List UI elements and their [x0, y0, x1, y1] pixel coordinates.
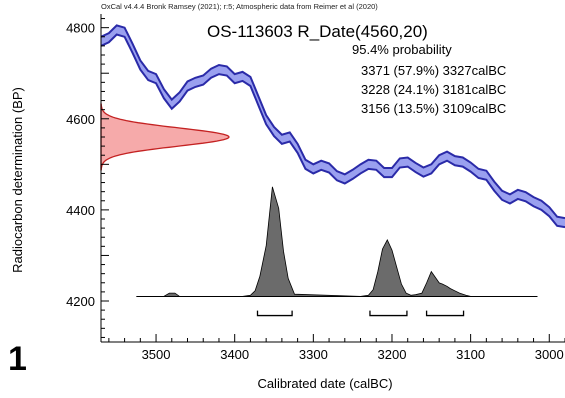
chart-title: OS-113603 R_Date(4560,20): [207, 22, 428, 41]
range-list: 3371 (57.9%) 3327calBC 3228 (24.1%) 3181c…: [361, 63, 506, 116]
y-tick-label: 4600: [66, 112, 95, 127]
x-axis-label: Calibrated date (calBC): [257, 376, 392, 391]
x-tick-label: 3100: [456, 347, 485, 362]
range-brackets: [256, 310, 465, 317]
y-axis-label: Radiocarbon determination (BP): [10, 87, 25, 273]
range-text: 3371 (57.9%) 3327calBC: [361, 63, 506, 78]
range-text: 3156 (13.5%) 3109calBC: [361, 101, 506, 116]
posterior-area: [136, 186, 538, 297]
calibration-lower-line: [100, 33, 565, 229]
measurement-gaussian: [100, 103, 230, 171]
probability-text: 95.4% probability: [352, 42, 452, 57]
range-bracket: [256, 310, 293, 317]
figure-number: 1: [8, 340, 27, 378]
calibration-band: [101, 25, 565, 228]
measurement-distribution: [100, 103, 230, 171]
calibration-upper-line: [100, 24, 565, 220]
y-tick-label: 4400: [66, 203, 95, 218]
range-text: 3228 (24.1%) 3181calBC: [361, 82, 506, 97]
posterior-distribution: [136, 186, 538, 297]
x-tick-label: 3500: [142, 347, 171, 362]
range-bracket: [369, 310, 408, 317]
header-note: OxCal v4.4.4 Bronk Ramsey (2021); r:5; A…: [101, 2, 378, 11]
range-bracket: [425, 310, 465, 317]
calibration-curve: [100, 24, 565, 229]
y-tick-label: 4200: [66, 294, 95, 309]
x-tick-label: 3000: [535, 347, 564, 362]
x-tick-label: 3400: [220, 347, 249, 362]
axes: 4200 4400 4600 4800 3500 3400 3300 3200 3100 3000: [66, 14, 565, 362]
x-tick-label: 3200: [378, 347, 407, 362]
x-tick-label: 3300: [299, 347, 328, 362]
y-tick-label: 4800: [66, 21, 95, 36]
